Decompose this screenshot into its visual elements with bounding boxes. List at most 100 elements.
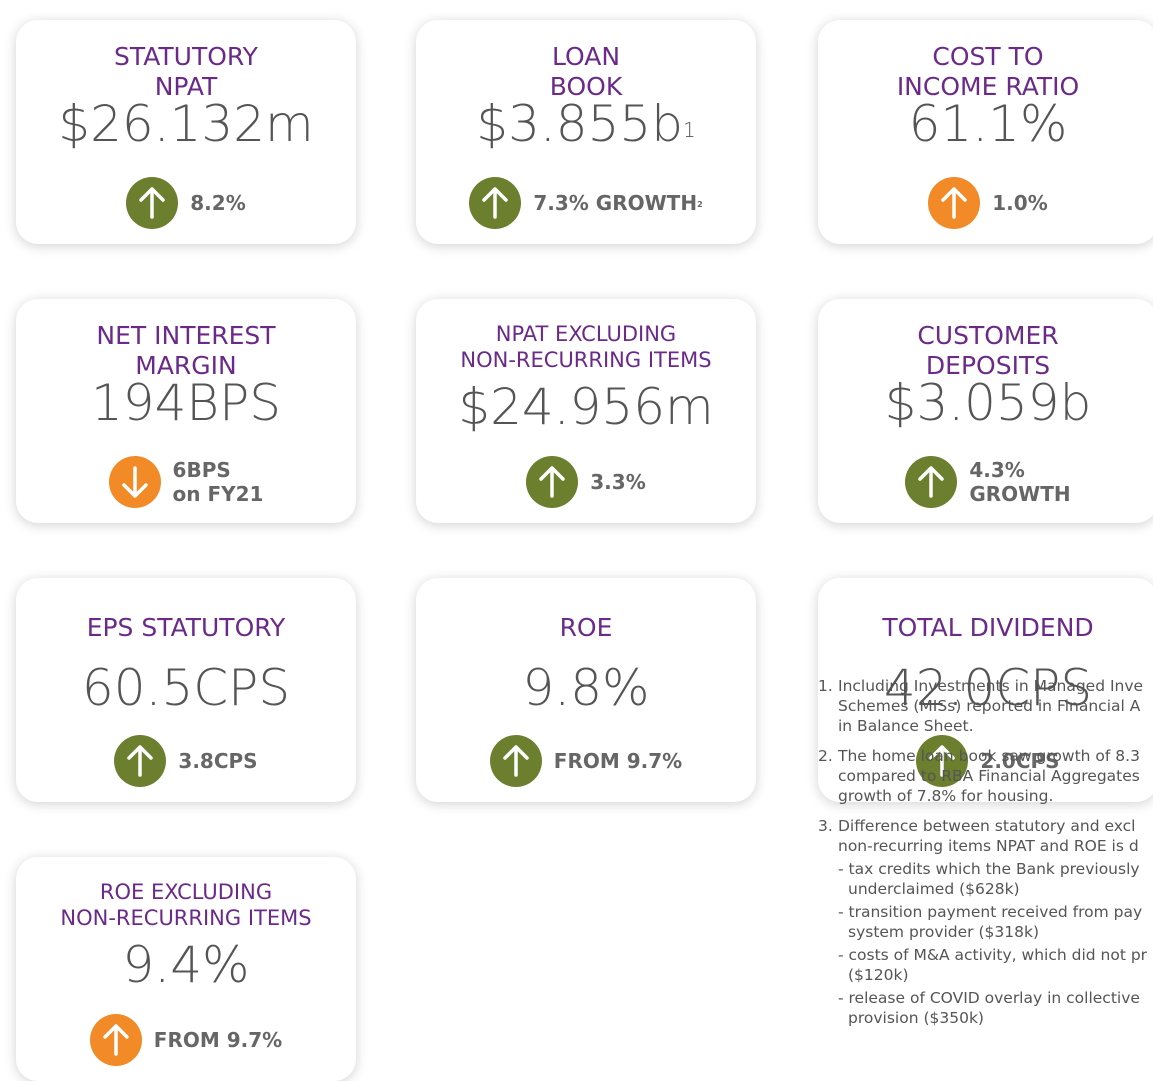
- footnote-item-line: ($120k): [848, 966, 909, 984]
- arrow-icon: [526, 456, 579, 508]
- footnote-item-line: - costs of M&A activity, which did not p…: [838, 946, 1148, 964]
- footnote: 3. Difference between statutory and excl n…: [818, 816, 1153, 1028]
- change-line-text: 4.3%: [969, 458, 1025, 482]
- footnote-body: Difference between statutory and excl non…: [838, 816, 1147, 1028]
- change-line: 8.2%: [190, 191, 245, 215]
- change-line: 1.0%: [992, 191, 1047, 215]
- title-line: NPAT EXCLUDING: [495, 322, 677, 346]
- change-line-text: 6BPS: [172, 458, 231, 482]
- arrow-icon: [905, 456, 958, 508]
- change-text: FROM 9.7%: [154, 1028, 282, 1052]
- change-line: 3.3%: [590, 470, 645, 494]
- card-value: 194BPS: [16, 373, 356, 433]
- value-text: 42.0CPS: [883, 659, 1093, 717]
- change-line: 2.0CPS: [980, 749, 1059, 773]
- footnote-line: Schemes (MISs) reported in Financial A: [838, 697, 1141, 715]
- card-title: ROE: [416, 578, 756, 643]
- change-text: 2.0CPS: [980, 749, 1059, 773]
- title-line: DEPOSITS: [925, 351, 1051, 380]
- title-line: LOAN: [551, 42, 621, 71]
- title-line: MARGIN: [135, 351, 237, 380]
- arrow-icon: [126, 177, 179, 229]
- metric-card: TOTAL DIVIDEND 42.0CPS 2.0CPS: [818, 578, 1153, 802]
- metric-card: ROE 9.8% FROM 9.7%: [416, 578, 756, 802]
- footnote-ref: 1: [682, 118, 696, 142]
- change-line: 4.3%: [969, 458, 1070, 482]
- arrow-icon: [469, 177, 522, 229]
- title-line: BOOK: [549, 72, 623, 101]
- change-row: FROM 9.7%: [416, 735, 756, 787]
- card-value: 9.8%: [416, 658, 756, 718]
- footnote-ref: 2: [697, 200, 703, 210]
- card-title: LOAN BOOK: [416, 20, 756, 102]
- change-row: 2.0CPS: [818, 735, 1153, 787]
- change-row: 3.8CPS: [16, 735, 356, 787]
- card-title: COST TO INCOME RATIO: [818, 20, 1153, 102]
- change-line: 3.8CPS: [178, 749, 257, 773]
- metric-card: COST TO INCOME RATIO 61.1% 1.0%: [818, 20, 1153, 244]
- arrow-icon: [928, 177, 981, 229]
- value-text: $3.059b: [884, 374, 1092, 432]
- footnote: 2. The home loan book saw growth of 8.3 co…: [818, 746, 1153, 806]
- change-line-text: 1.0%: [992, 191, 1048, 215]
- footnote-item: - transition payment received from pay sy…: [838, 902, 1147, 942]
- metric-card: LOAN BOOK $3.855b1 7.3% GROWTH2: [416, 20, 756, 244]
- title-line: ROE: [559, 613, 613, 642]
- change-text: 8.2%: [190, 191, 245, 215]
- metric-card: ROE EXCLUDING NON-RECURRING ITEMS 9.4% FROM…: [16, 857, 356, 1081]
- metric-card: STATUTORY NPAT $26.132m 8.2%: [16, 20, 356, 244]
- footnote-item: - release of COVID overlay in collective…: [838, 988, 1147, 1028]
- footnote-line: in Balance Sheet.: [838, 717, 974, 735]
- footnote-item-line: underclaimed ($628k): [848, 880, 1020, 898]
- card-value: $3.059b: [818, 373, 1153, 433]
- footnote-marker: 3.: [818, 817, 833, 835]
- footnote-line: Including Investments in Managed Inve: [838, 677, 1144, 695]
- card-title: STATUTORY NPAT: [16, 20, 356, 102]
- change-text: FROM 9.7%: [554, 749, 682, 773]
- change-line-text: GROWTH: [969, 482, 1071, 506]
- change-text: 7.3% GROWTH2: [533, 191, 702, 215]
- card-value: 61.1%: [818, 94, 1153, 154]
- card-value: 9.4%: [16, 935, 356, 995]
- arrow-icon: [89, 1014, 142, 1066]
- footnote-line: Difference between statutory and excl: [838, 817, 1136, 835]
- change-row: 1.0%: [818, 177, 1153, 229]
- change-line-text: on FY21: [172, 482, 264, 506]
- value-text: 9.8%: [522, 659, 650, 717]
- footnote-item-line: - tax credits which the Bank previously: [838, 860, 1140, 878]
- metric-card: NET INTEREST MARGIN 194BPS 6BPS on FY21: [16, 299, 356, 523]
- change-row: 7.3% GROWTH2: [416, 177, 756, 229]
- card-title: NPAT EXCLUDING NON-RECURRING ITEMS: [416, 299, 756, 373]
- change-line-text: 3.8CPS: [178, 749, 258, 773]
- change-line-text: 7.3% GROWTH: [533, 191, 698, 215]
- change-line-text: FROM 9.7%: [553, 749, 683, 773]
- card-title: CUSTOMER DEPOSITS: [818, 299, 1153, 381]
- footnote-body: Including Investments in Managed Inve Sch…: [838, 676, 1143, 736]
- footnote-item-line: - transition payment received from pay: [838, 903, 1143, 921]
- card-title: ROE EXCLUDING NON-RECURRING ITEMS: [16, 857, 356, 931]
- title-line: ROE EXCLUDING: [99, 880, 273, 904]
- card-value: 42.0CPS: [818, 658, 1153, 718]
- change-text: 1.0%: [992, 191, 1047, 215]
- value-text: 61.1%: [908, 95, 1068, 153]
- arrow-icon: [916, 735, 969, 787]
- footnote-item-line: provision ($350k): [848, 1009, 984, 1027]
- change-line: on FY21: [173, 482, 264, 506]
- card-title: EPS STATUTORY: [16, 578, 356, 643]
- footnote-marker: 1.: [818, 677, 833, 695]
- title-line: EPS STATUTORY: [86, 613, 286, 642]
- change-line: 7.3% GROWTH2: [533, 191, 702, 215]
- title-line: NON-RECURRING ITEMS: [460, 348, 712, 372]
- card-value: $26.132m: [16, 94, 356, 154]
- value-text: 194BPS: [90, 374, 282, 432]
- title-line: INCOME RATIO: [896, 72, 1080, 101]
- footnote-line: compared to RBA Financial Aggregates: [838, 767, 1140, 785]
- notes: 1. Including Investments in Managed Inve S…: [818, 676, 1153, 1038]
- footnote-item: - tax credits which the Bank previously u…: [838, 859, 1147, 899]
- card-value: $24.956m: [416, 377, 756, 437]
- metric-card: EPS STATUTORY 60.5CPS 3.8CPS: [16, 578, 356, 802]
- metric-card: CUSTOMER DEPOSITS $3.059b 4.3% GROWTH: [818, 299, 1153, 523]
- change-line: 6BPS: [173, 458, 264, 482]
- footnote-marker: 2.: [818, 747, 833, 765]
- change-line-text: 3.3%: [590, 470, 646, 494]
